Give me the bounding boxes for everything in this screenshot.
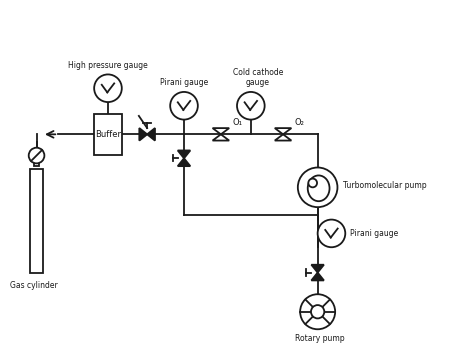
Polygon shape (139, 128, 147, 141)
Circle shape (311, 305, 324, 319)
Polygon shape (178, 151, 190, 158)
Circle shape (298, 168, 337, 207)
Circle shape (300, 294, 335, 329)
Circle shape (237, 92, 264, 120)
Bar (35, 155, 38, 166)
Circle shape (170, 92, 198, 120)
Polygon shape (147, 128, 155, 141)
Text: O₁: O₁ (232, 118, 242, 127)
Circle shape (29, 148, 45, 163)
Text: Turbomolecular pump: Turbomolecular pump (343, 180, 427, 189)
Polygon shape (311, 265, 324, 273)
Bar (94, 113, 122, 155)
Text: Gas cylinder: Gas cylinder (10, 281, 58, 290)
Text: High pressure gauge: High pressure gauge (68, 61, 148, 70)
Bar (30, 169, 43, 273)
Text: Rotary pump: Rotary pump (295, 334, 345, 343)
Text: O₂: O₂ (295, 118, 304, 127)
Text: Buffer: Buffer (95, 130, 121, 139)
Circle shape (308, 179, 317, 187)
Circle shape (318, 220, 345, 247)
Text: Cold cathode
gauge: Cold cathode gauge (233, 68, 283, 87)
Polygon shape (311, 273, 324, 280)
Text: Pirani gauge: Pirani gauge (350, 229, 398, 238)
Text: Pirani gauge: Pirani gauge (160, 78, 208, 87)
Polygon shape (178, 158, 190, 166)
Circle shape (94, 74, 122, 102)
